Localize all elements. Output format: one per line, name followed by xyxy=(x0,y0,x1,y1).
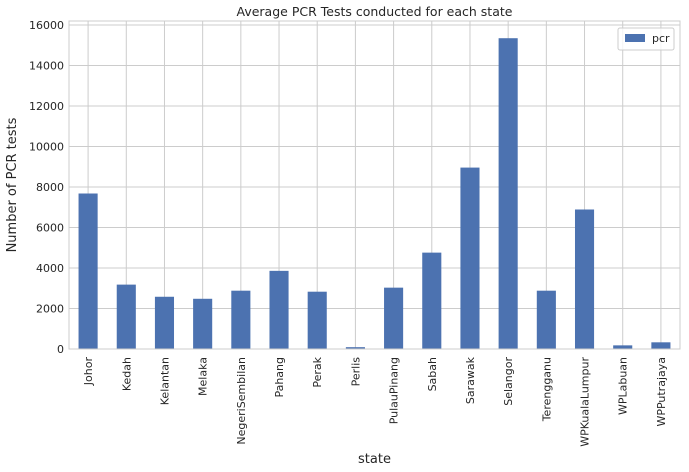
x-tick-label: Sabah xyxy=(426,357,439,391)
bar-kelantan xyxy=(154,296,175,349)
y-tick-label: 2000 xyxy=(36,303,64,316)
y-axis-title: Number of PCR tests xyxy=(5,117,20,252)
bar-wpputrajaya xyxy=(651,342,671,349)
legend: pcr xyxy=(617,27,675,51)
bar-johor xyxy=(78,193,98,349)
bar-negerisembilan xyxy=(231,290,251,349)
x-axis-title: state xyxy=(358,452,391,467)
y-tick-labels: 0 2000 4000 6000 8000 10000 12000 14000 16000 xyxy=(29,19,64,356)
y-tick-label: 10000 xyxy=(29,141,64,154)
y-tick-label: 0 xyxy=(57,343,64,356)
x-tick-label: WPLabuan xyxy=(617,357,630,415)
x-tick-label: Johor xyxy=(82,357,95,387)
x-tick-label: Selangor xyxy=(502,357,515,406)
bar-perak xyxy=(307,291,327,349)
bar-perlis xyxy=(345,347,365,349)
bar-kedah xyxy=(116,284,136,349)
bar-selangor xyxy=(498,38,518,350)
y-tick-label: 6000 xyxy=(36,222,64,235)
y-tick-label: 14000 xyxy=(29,60,64,73)
bar-melaka xyxy=(193,298,213,349)
plot-frame xyxy=(68,20,681,350)
legend-swatch xyxy=(625,34,645,42)
x-tick-labels: Johor Kedah Kelantan Melaka NegeriSembilan Pa… xyxy=(82,356,668,446)
x-tick-label: PulauPinang xyxy=(388,357,401,424)
x-tick-label: Terengganu xyxy=(540,357,553,422)
x-tick-label: Pahang xyxy=(273,357,286,398)
bar-wplabuan xyxy=(613,345,633,349)
bar-sarawak xyxy=(460,167,480,349)
y-tick-label: 16000 xyxy=(29,19,64,32)
x-tick-label: WPKualaLumpur xyxy=(579,357,592,447)
x-tick-label: Perak xyxy=(311,356,324,387)
y-tick-label: 4000 xyxy=(36,262,64,275)
chart-title: Average PCR Tests conducted for each sta… xyxy=(237,4,513,19)
x-tick-label: NegeriSembilan xyxy=(235,357,248,445)
bars-layer xyxy=(78,38,671,350)
bar-wpkualalumpur xyxy=(574,209,595,349)
x-tick-label: Sarawak xyxy=(464,356,477,404)
x-tick-label: Perlis xyxy=(349,357,362,387)
y-tick-label: 12000 xyxy=(29,100,64,113)
bar-sabah xyxy=(422,252,442,349)
x-tick-label: Kedah xyxy=(120,357,133,391)
legend-label-pcr: pcr xyxy=(652,32,670,45)
x-tick-label: Kelantan xyxy=(158,357,171,405)
bar-pahang xyxy=(269,270,289,349)
bar-pulaupinang xyxy=(384,287,404,349)
legend-box xyxy=(617,27,675,51)
bar-terengganu xyxy=(536,290,556,349)
x-tick-label: Melaka xyxy=(197,357,210,396)
y-tick-label: 8000 xyxy=(36,181,64,194)
x-tick-label: WPPutrajaya xyxy=(655,357,668,427)
